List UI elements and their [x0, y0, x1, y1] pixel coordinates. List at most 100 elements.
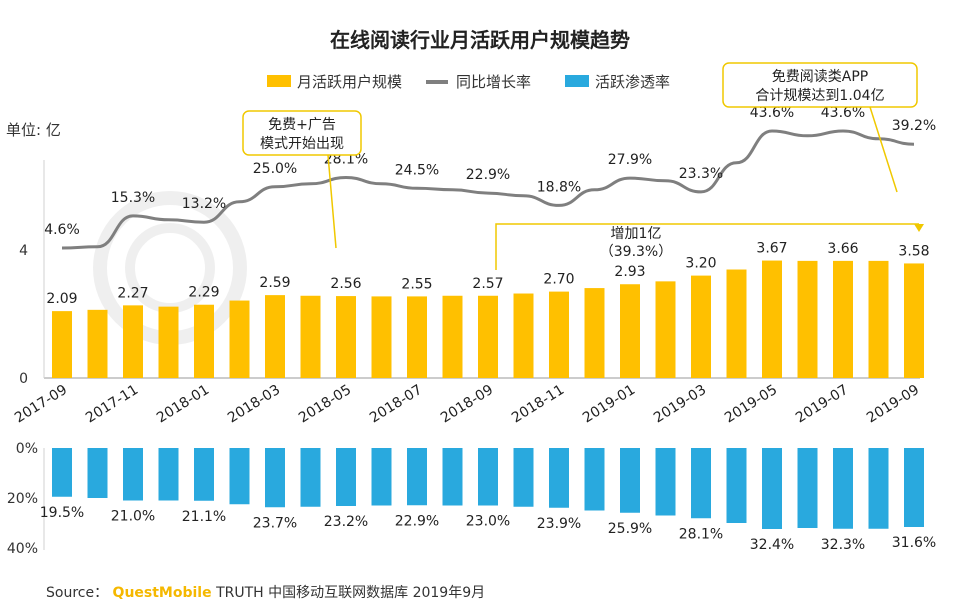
penetration-value-label: 25.9% — [608, 521, 652, 537]
penetration-bar — [87, 448, 108, 498]
x-tick-label: 2018-03 — [225, 382, 283, 427]
yoy-value-label: 39.2% — [892, 118, 936, 134]
penetration-bar — [52, 448, 72, 497]
mau-value-label: 3.58 — [898, 243, 929, 259]
penetration-bar — [904, 448, 924, 527]
data-labels: 2.09 2.27 2.29 2.59 2.56 2.55 2.57 2.70 2.93 3.20… — [40, 105, 936, 553]
penetration-bar — [229, 448, 250, 505]
yoy-value-label: 15.3% — [111, 190, 155, 206]
mau-value-label: 2.27 — [117, 285, 148, 301]
penetration-bar — [478, 448, 498, 506]
mau-value-label: 3.20 — [685, 256, 716, 272]
increase-bracket — [495, 223, 919, 270]
penetration-value-label: 23.2% — [324, 514, 368, 530]
axes: 040%20%40% — [7, 160, 920, 557]
chart-legend: 月活跃用户规模 同比增长率 活跃渗透率 — [267, 73, 670, 91]
yoy-value-label: 22.9% — [466, 167, 510, 183]
mau-bar — [691, 275, 711, 378]
y-tick-label-bottom: 40% — [7, 541, 38, 557]
penetration-value-label: 19.5% — [40, 505, 84, 521]
mau-bar — [833, 260, 853, 378]
callout-pointer — [869, 106, 898, 193]
callout-text: 合计规模达到1.04亿 — [755, 88, 884, 104]
penetration-bar — [265, 448, 285, 508]
yoy-value-label: 24.5% — [395, 162, 439, 178]
penetration-value-label: 32.4% — [750, 537, 794, 553]
mau-bar — [336, 296, 356, 378]
legend-label: 同比增长率 — [456, 73, 531, 91]
penetration-bar — [549, 448, 569, 508]
mau-value-label: 2.29 — [188, 285, 219, 301]
mau-value-label: 2.55 — [401, 276, 432, 292]
penetration-value-label: 32.3% — [821, 537, 865, 553]
mau-bar — [442, 295, 463, 378]
penetration-bar — [833, 448, 853, 529]
yoy-series-line — [61, 129, 915, 250]
penetration-value-label: 31.6% — [892, 535, 936, 551]
yoy-value-label: 23.3% — [679, 166, 723, 182]
callout-text: 免费+广告 — [268, 117, 336, 133]
penetration-value-label: 21.0% — [111, 509, 155, 525]
penetration-bar — [762, 448, 782, 529]
penetration-value-label: 23.7% — [253, 515, 297, 531]
yoy-value-label: 13.2% — [182, 196, 226, 212]
penetration-bar — [300, 448, 321, 507]
mau-value-label: 3.66 — [827, 241, 858, 257]
mau-bar — [300, 295, 321, 378]
mau-bar — [478, 295, 498, 378]
penetration-value-label: 23.0% — [466, 514, 510, 530]
callout-pointer — [327, 154, 337, 249]
source-prefix: Source： — [46, 585, 109, 601]
x-tick-label: 2019-07 — [793, 382, 851, 427]
callout-text: 免费阅读类APP — [772, 68, 868, 85]
penetration-bar — [336, 448, 356, 506]
mau-bar — [513, 293, 534, 378]
y-tick-label: 4 — [19, 243, 28, 259]
yoy-value-label: 4.6% — [44, 222, 80, 238]
yoy-value-label: 43.6% — [821, 105, 865, 121]
legend-swatch — [565, 75, 589, 87]
y-tick-label-bottom: 20% — [7, 491, 38, 507]
mau-bars — [52, 260, 924, 378]
x-tick-label: 2018-09 — [438, 382, 496, 427]
increase-text: （39.3%） — [600, 244, 672, 260]
mau-bar — [229, 300, 250, 378]
y-tick-label: 0 — [19, 371, 28, 387]
chart-title: 在线阅读行业月活跃用户规模趋势 — [330, 28, 630, 52]
x-tick-label: 2019-01 — [580, 382, 638, 427]
mau-bar — [123, 305, 143, 378]
penetration-bar — [407, 448, 427, 506]
mau-bar — [52, 311, 72, 378]
callout-box — [722, 62, 918, 108]
mau-bar — [797, 260, 818, 378]
mau-bar — [265, 295, 285, 378]
penetration-value-label: 22.9% — [395, 513, 439, 529]
penetration-bar — [194, 448, 214, 501]
penetration-value-label: 21.1% — [182, 509, 226, 525]
x-tick-label: 2018-11 — [509, 382, 567, 427]
mau-value-label: 2.93 — [614, 264, 645, 280]
penetration-value-label: 23.9% — [537, 516, 581, 532]
increase-text: 增加1亿 — [611, 226, 662, 242]
x-tick-label: 2019-03 — [651, 382, 709, 427]
mau-bar — [549, 291, 569, 378]
mau-bar — [726, 269, 747, 378]
mau-bar — [584, 288, 605, 378]
penetration-bar — [584, 448, 605, 511]
mau-bar — [868, 260, 889, 378]
x-tick-label: 2019-09 — [864, 382, 922, 427]
mau-value-label: 2.57 — [472, 276, 503, 292]
x-tick-label: 2018-05 — [296, 382, 354, 427]
mau-value-label: 2.59 — [259, 275, 290, 291]
source-note: Source： QuestMobile TRUTH 中国移动互联网数据库 201… — [46, 582, 485, 602]
penetration-bar — [513, 448, 534, 507]
mau-bar — [194, 304, 214, 378]
penetration-bar — [371, 448, 392, 506]
yoy-value-label: 27.9% — [608, 152, 652, 168]
mau-value-label: 2.09 — [46, 291, 77, 307]
callout-text: 模式开始出现 — [260, 136, 344, 152]
mau-bar — [620, 284, 640, 378]
source-brand: QuestMobile — [112, 585, 212, 601]
